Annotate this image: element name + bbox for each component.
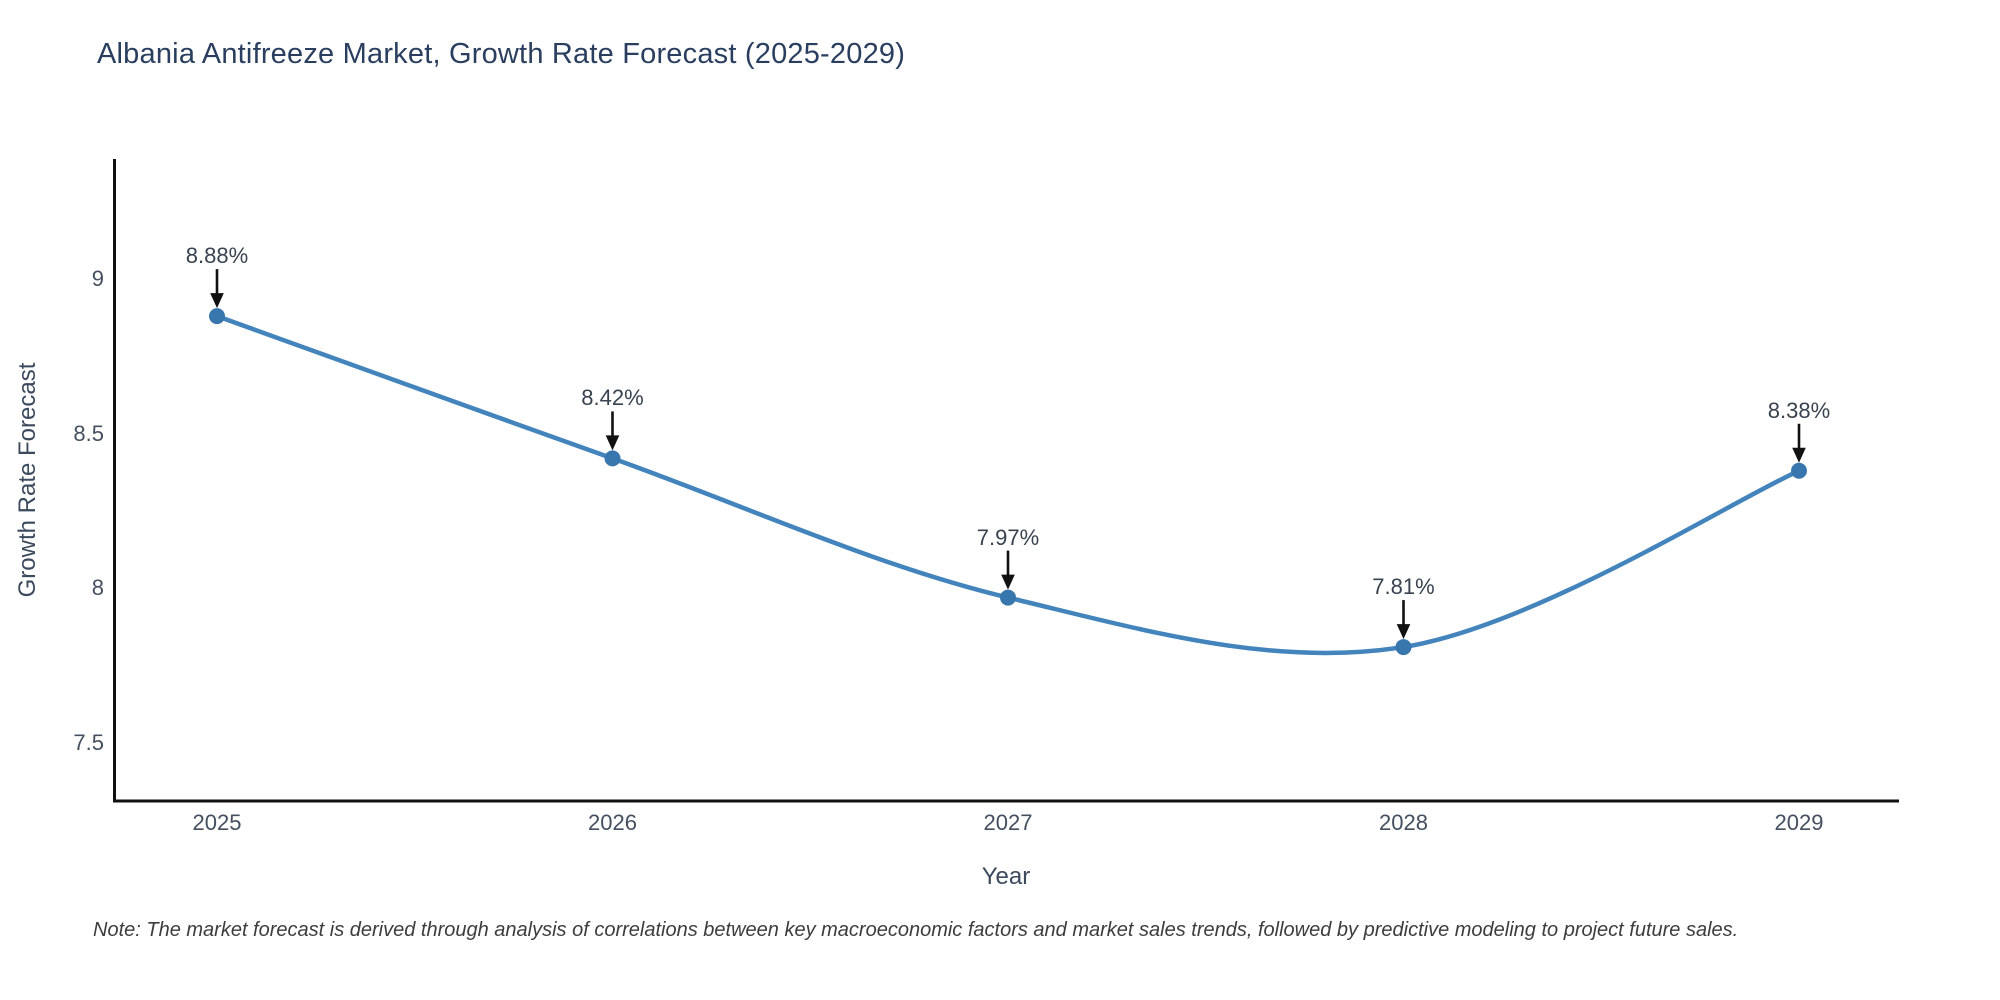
x-tick-label: 2027 (983, 810, 1033, 835)
y-tick-label: 7.5 (73, 729, 104, 755)
data-point-value-label: 8.42% (581, 385, 644, 411)
series-marker-layer (209, 308, 1807, 656)
x-tick-label: 2028 (1379, 810, 1428, 835)
annotation-arrowhead-icon (210, 293, 224, 309)
y-tick-label: 8.5 (73, 420, 104, 446)
data-point-marker (1791, 462, 1807, 479)
data-point-value-label: 8.88% (185, 243, 249, 269)
x-tick-label: 2026 (588, 810, 637, 835)
annotation-arrowhead-icon (1396, 624, 1411, 640)
chart-footnote: Note: The market forecast is derived thr… (93, 919, 1739, 941)
data-point-value-label: 7.97% (976, 524, 1040, 550)
y-tick-label: 8 (91, 575, 104, 601)
data-point-marker (1395, 639, 1412, 656)
data-point-value-label: 8.38% (1767, 397, 1831, 423)
data-point-marker (209, 308, 225, 325)
axis-layer (113, 159, 1899, 803)
data-point-value-label: 7.81% (1372, 574, 1435, 600)
chart-title: Albania Antifreeze Market, Growth Rate F… (97, 38, 906, 70)
annotation-arrowhead-icon (1792, 447, 1806, 463)
y-axis-title: Growth Rate Forecast (14, 362, 41, 598)
y-tick-label: 9 (91, 266, 104, 291)
annotation-arrow-layer (210, 269, 1806, 640)
x-axis-title: Year (981, 863, 1031, 890)
x-tick-label: 2029 (1774, 810, 1824, 835)
x-tick-label: 2025 (192, 810, 242, 835)
annotation-arrowhead-icon (605, 435, 620, 451)
annotation-arrowhead-icon (1001, 574, 1015, 590)
data-point-marker (604, 450, 621, 467)
data-point-marker (1000, 589, 1016, 606)
